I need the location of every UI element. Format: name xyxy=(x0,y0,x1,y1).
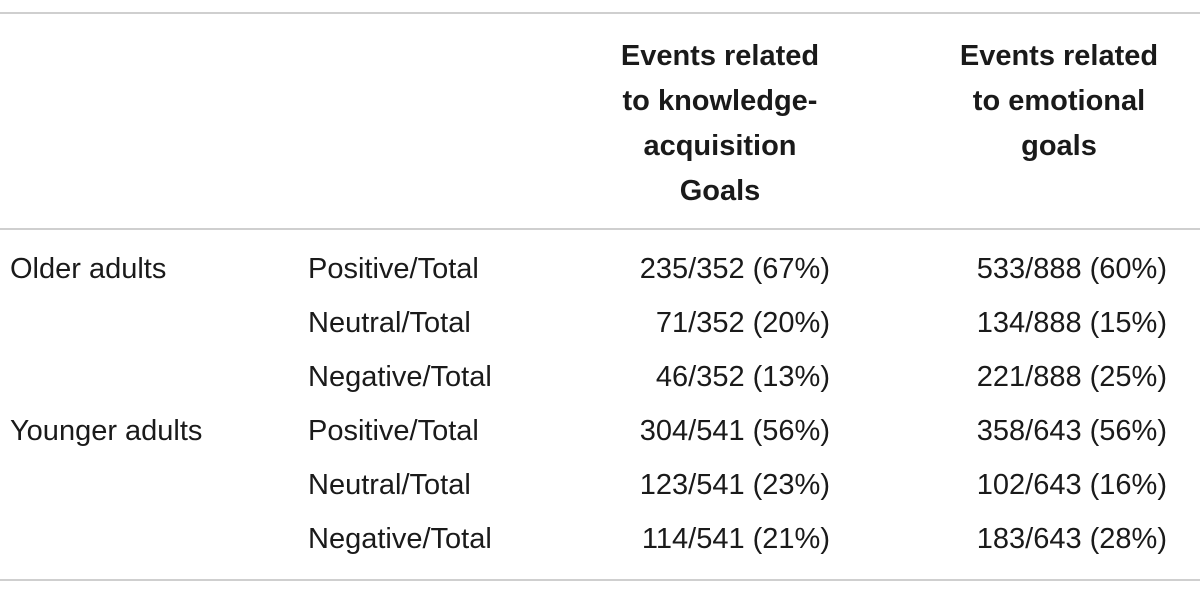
header-knowledge-line-2: to knowledge- xyxy=(622,85,818,117)
cell-emotional: 221/888 (25%) xyxy=(976,361,1167,393)
cell-knowledge: 304/541 (56%) xyxy=(639,415,830,447)
header-knowledge-line-1: Events related xyxy=(620,40,820,72)
cell-knowledge: 71/352 (20%) xyxy=(655,307,830,339)
cell-knowledge: 46/352 (13%) xyxy=(655,361,830,393)
cell-emotional: 102/643 (16%) xyxy=(976,469,1167,501)
table-top-rule xyxy=(0,12,1200,14)
cell-knowledge: 123/541 (23%) xyxy=(639,469,830,501)
cell-knowledge: 235/352 (67%) xyxy=(639,253,830,285)
header-emotional-goals: Events related to emotional goals xyxy=(930,34,1188,169)
header-emotional-line-2: to emotional xyxy=(972,85,1146,117)
cell-emotional: 134/888 (15%) xyxy=(976,307,1167,339)
row-label: Negative/Total xyxy=(308,523,492,555)
cell-emotional: 358/643 (56%) xyxy=(976,415,1167,447)
cell-emotional: 533/888 (60%) xyxy=(976,253,1167,285)
header-knowledge-goals: Events related to knowledge- acquisition… xyxy=(590,34,850,214)
table-bottom-rule xyxy=(0,579,1200,581)
row-label: Positive/Total xyxy=(308,253,479,285)
cell-emotional: 183/643 (28%) xyxy=(976,523,1167,555)
group-label-older-adults: Older adults xyxy=(10,253,167,285)
cell-knowledge: 114/541 (21%) xyxy=(641,523,830,555)
header-emotional-line-1: Events related xyxy=(959,40,1159,72)
header-knowledge-line-4: Goals xyxy=(679,175,761,207)
row-label: Neutral/Total xyxy=(308,469,471,501)
row-label: Negative/Total xyxy=(308,361,492,393)
group-label-younger-adults: Younger adults xyxy=(10,415,203,447)
row-label: Positive/Total xyxy=(308,415,479,447)
header-divider-rule xyxy=(0,228,1200,230)
header-emotional-line-3: goals xyxy=(1021,130,1097,162)
header-knowledge-line-3: acquisition xyxy=(643,130,797,162)
row-label: Neutral/Total xyxy=(308,307,471,339)
